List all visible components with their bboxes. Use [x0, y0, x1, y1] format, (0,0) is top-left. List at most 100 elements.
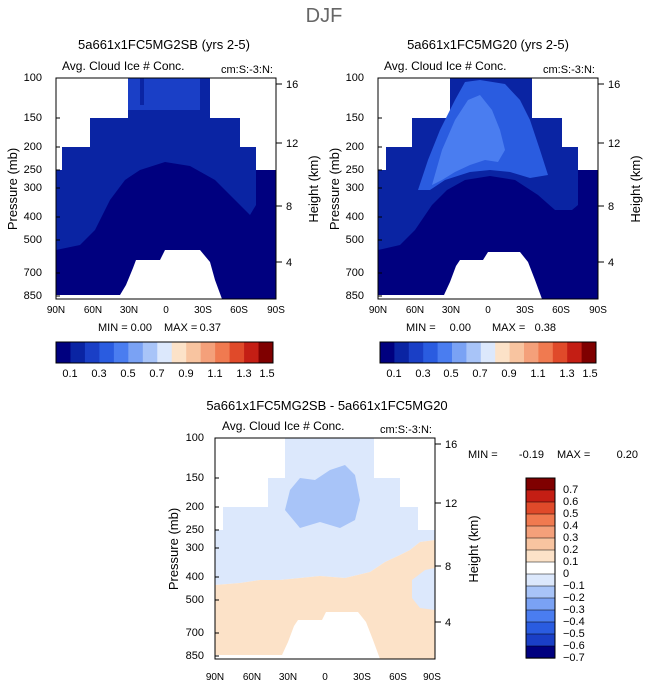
- panel-2-y-ticks: 100 150 200 250 300 400 500 700 850: [346, 72, 364, 302]
- panel-3-colorbar-swatch: [525, 633, 556, 647]
- panel-3-x-tick: 0: [322, 672, 328, 683]
- panel-2-x-tick: 30N: [442, 305, 460, 316]
- panel-2-colorbar-swatch: [524, 342, 539, 363]
- panel-1-colorbar-swatch: [215, 342, 230, 363]
- panel-1-x-tick: 60S: [230, 305, 248, 316]
- panel-3-colorbar-swatch: [525, 513, 556, 527]
- panel-1-colorbar-label: 1.3: [236, 368, 251, 380]
- panel-3-units: cm:S:-3:N:: [380, 424, 432, 436]
- panel-2-y-tick: 150: [346, 112, 364, 124]
- panel-2-units: cm:S:-3:N:: [543, 64, 595, 76]
- panel-2-colorbar-swatch: [437, 342, 453, 363]
- panel-1-x-tick: 90S: [267, 305, 285, 316]
- panel-3-colorbar-label: 0.2: [563, 544, 578, 556]
- panel-3-x-tick: 90S: [423, 672, 441, 683]
- panel-3-y-tick-marks: [215, 437, 441, 657]
- page-title: DJF: [306, 5, 343, 27]
- panel-2-colorbar-swatch: [452, 342, 467, 363]
- panel-3-colorbar-label: 0.5: [563, 508, 578, 520]
- panel-1-colorbar-label: 0.3: [91, 368, 106, 380]
- panel-3-colorbar-label: −0.5: [563, 628, 585, 640]
- panel-2-y-tick-right: 4: [608, 257, 614, 269]
- panel-2-y-tick: 200: [346, 141, 364, 153]
- panel-2-colorbar-swatch: [480, 342, 496, 363]
- panel-1-units: cm:S:-3:N:: [221, 64, 273, 76]
- panel-2-title: 5a661x1FC5MG20 (yrs 2-5): [407, 37, 569, 52]
- panel-2-y-tick: 850: [346, 290, 364, 302]
- panel-2-colorbar-label: 0.9: [501, 368, 516, 380]
- panel-1-colorbar-swatch: [70, 342, 86, 363]
- panel-1-title: 5a661x1FC5MG2SB (yrs 2-5): [78, 37, 250, 52]
- panel-3-colorbar-label: 0.6: [563, 496, 578, 508]
- panel-2-colorbar-label: 1.1: [530, 368, 545, 380]
- panel-3-y-tick: 700: [186, 627, 204, 639]
- panel-3-colorbar-swatch: [525, 525, 556, 539]
- panel-1-contour-mid: [128, 78, 200, 110]
- panel-2-colorbar-label: 0.7: [472, 368, 487, 380]
- panel-3-colorbar-label: −0.6: [563, 640, 585, 652]
- panel-2-colorbar-swatch: [466, 342, 482, 363]
- panel-3-y-tick: 400: [186, 571, 204, 583]
- panel-2-colorbar-swatch: [394, 342, 410, 363]
- panel-1-max-value: 0.37: [200, 322, 221, 334]
- panel-3-min-label: MIN =: [468, 449, 498, 461]
- panel-3-colorbar: [525, 477, 556, 659]
- panel-1-x-ticks: 90N 60N 30N 0 30S 60S 90S: [47, 305, 285, 316]
- panel-3-contour-ground: [215, 612, 380, 659]
- panel-1-colorbar-swatch: [99, 342, 115, 363]
- panel-3-min-value: -0.19: [519, 449, 544, 461]
- panel-3-y-tick: 500: [186, 594, 204, 606]
- panel-2-colorbar-swatch: [380, 342, 395, 363]
- panel-3-colorbar-swatch: [525, 573, 556, 587]
- panel-2-x-tick: 0: [485, 305, 491, 316]
- panel-1-subtitle: Avg. Cloud Ice # Conc.: [62, 59, 185, 73]
- panel-2-ylabel: Pressure (mb): [327, 148, 342, 230]
- panel-1-x-tick: 60N: [84, 305, 102, 316]
- panel-1-y-tick-marks: [56, 77, 282, 297]
- panel-3-colorbar-labels: 0.7 0.6 0.5 0.4 0.3 0.2 0.1 0 −0.1 −0.2 …: [563, 484, 585, 664]
- panel-3-colorbar-swatch: [525, 585, 556, 599]
- panel-2-x-ticks: 90N 60N 30N 0 30S 60S 90S: [369, 305, 607, 316]
- panel-3-colorbar-swatch: [525, 537, 556, 551]
- panel-3-y-tick-right: 4: [445, 617, 451, 629]
- panel-2-x-tick: 90N: [369, 305, 387, 316]
- panel-1-y-tick: 500: [24, 234, 42, 246]
- panel-1-y-tick: 300: [24, 182, 42, 194]
- panel-2-min-value: 0.00: [450, 322, 471, 334]
- panel-1-colorbar-swatch: [244, 342, 259, 363]
- panel-1-y-tick: 400: [24, 211, 42, 223]
- panel-1-colorbar: [56, 342, 274, 363]
- panel-1-colorbar-swatch: [229, 342, 245, 363]
- panel-1-colorbar-frame: [55, 341, 274, 364]
- panel-1-colorbar-swatch: [128, 342, 144, 363]
- panel-3: 5a661x1FC5MG2SB - 5a661x1FC5MG20 Avg. Cl…: [166, 398, 638, 683]
- panel-2-colorbar-label: 1.3: [559, 368, 574, 380]
- panel-3-colorbar-swatch: [525, 597, 556, 611]
- panel-1-y-ticks: 100 150 200 250 300 400 500 700 850: [24, 72, 42, 302]
- panel-2-min-label: MIN =: [406, 322, 436, 334]
- panel-1-colorbar-swatch: [157, 342, 173, 363]
- panel-1-colorbar-label: 1.1: [207, 368, 222, 380]
- panel-1-ylabel: Pressure (mb): [5, 148, 20, 230]
- panel-3-y-ticks-right: 16 12 8 4: [445, 439, 457, 629]
- panel-3-ylabel: Pressure (mb): [166, 508, 181, 590]
- panel-1-y-tick: 700: [24, 267, 42, 279]
- panel-3-colorbar-swatch: [525, 501, 556, 515]
- panel-3-max-label: MAX =: [557, 449, 590, 461]
- panel-3-x-tick: 60N: [243, 672, 261, 683]
- panel-1-colorbar-swatch: [142, 342, 158, 363]
- panel-2: 5a661x1FC5MG20 (yrs 2-5) Avg. Cloud Ice …: [327, 37, 643, 380]
- panel-1-y-tick-right: 4: [286, 257, 292, 269]
- panel-3-colorbar-swatch: [525, 609, 556, 623]
- panel-3-y-tick: 250: [186, 524, 204, 536]
- panel-2-colorbar-labels: 0.1 0.3 0.5 0.7 0.9 1.1 1.3 1.5: [386, 368, 597, 380]
- panel-3-x-tick: 90N: [206, 672, 224, 683]
- panel-1-colorbar-labels: 0.1 0.3 0.5 0.7 0.9 1.1 1.3 1.5: [62, 368, 274, 380]
- panel-1-y-tick-right: 12: [286, 138, 298, 150]
- panel-2-y-tick: 300: [346, 182, 364, 194]
- panel-3-colorbar-label: −0.4: [563, 616, 585, 628]
- panel-3-x-ticks: 90N 60N 30N 0 30S 60S 90S: [206, 672, 441, 683]
- panel-2-y-tick-marks: [378, 77, 604, 297]
- panel-1-y-tick: 200: [24, 141, 42, 153]
- panel-1-colorbar-label: 0.5: [120, 368, 135, 380]
